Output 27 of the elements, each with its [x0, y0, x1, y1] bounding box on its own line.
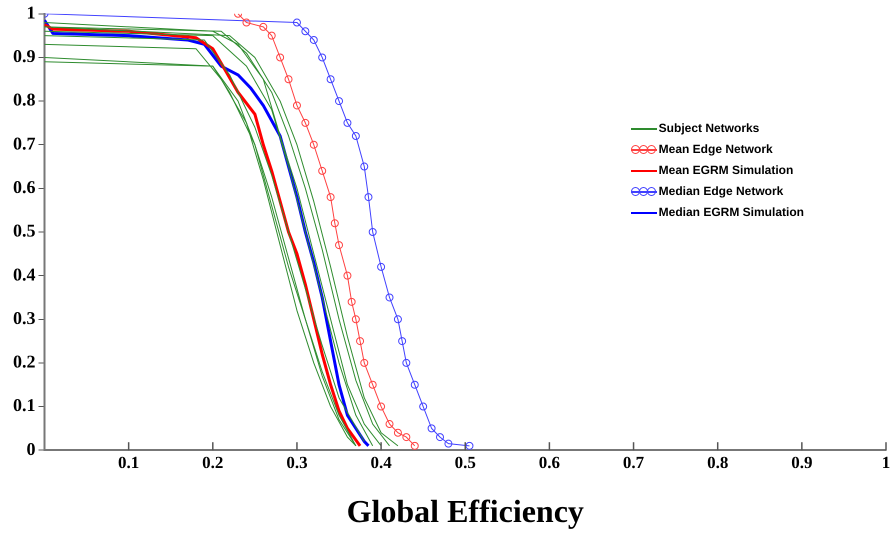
y-tick-label: 0.9: [13, 46, 36, 66]
x-tick-label: 0.1: [118, 452, 140, 472]
y-tick-label: 0.5: [13, 220, 36, 241]
y-tick-label: 0: [26, 438, 36, 459]
y-tick-label: 1: [26, 2, 36, 22]
y-tick-label: 0.4: [13, 264, 36, 284]
legend-label: Mean EGRM Simulation: [658, 162, 794, 179]
x-tick-label: 0.4: [370, 452, 392, 472]
legend-label: Subject Networks: [658, 120, 760, 137]
x-tick-label: 0.3: [286, 452, 308, 472]
legend-label: Median EGRM Simulation: [658, 204, 804, 221]
x-tick-label: 0.5: [454, 452, 476, 472]
y-tick-label: 0.2: [13, 352, 36, 372]
x-axis-title: Global Efficiency: [346, 493, 584, 530]
legend-label: Median Edge Network: [658, 183, 784, 200]
y-tick-label: 0.3: [13, 308, 36, 328]
x-tick-label: 0.7: [622, 452, 645, 472]
x-tick-label: 0.2: [202, 452, 224, 472]
x-tick-label: 0.8: [707, 452, 728, 472]
x-tick-label: 0.6: [538, 452, 560, 472]
y-tick-label: 0.7: [13, 133, 36, 154]
legend-label: Mean Edge Network: [658, 141, 773, 158]
y-tick-label: 0.1: [13, 395, 36, 416]
x-tick-label: 0.9: [791, 452, 812, 472]
y-tick-label: 0.6: [13, 177, 36, 198]
y-tick-label: 0.8: [13, 90, 36, 110]
x-tick-label: 1: [882, 452, 890, 472]
